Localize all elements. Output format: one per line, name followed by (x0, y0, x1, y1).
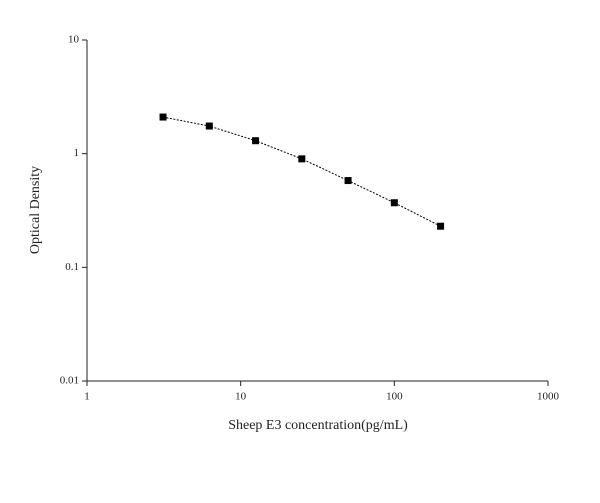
data-point (298, 155, 306, 163)
y-tick-label: 0.01 (60, 375, 79, 387)
data-point (344, 177, 352, 185)
y-axis-label: Optical Density (28, 166, 43, 254)
data-point (205, 122, 213, 130)
data-point (390, 199, 398, 207)
data-point (437, 222, 445, 230)
x-tick-label: 1000 (537, 391, 560, 403)
x-axis-label: Sheep E3 concentration(pg/mL) (228, 418, 408, 433)
x-tick-label: 10 (235, 391, 247, 403)
y-tick-label: 10 (68, 34, 80, 46)
x-tick-label: 1 (84, 391, 90, 403)
y-tick-label: 0.1 (65, 261, 79, 273)
data-point (159, 113, 167, 121)
x-tick-label: 100 (386, 391, 403, 403)
data-point (252, 137, 260, 145)
y-tick-label: 1 (74, 147, 80, 159)
curve-line (162, 116, 441, 227)
